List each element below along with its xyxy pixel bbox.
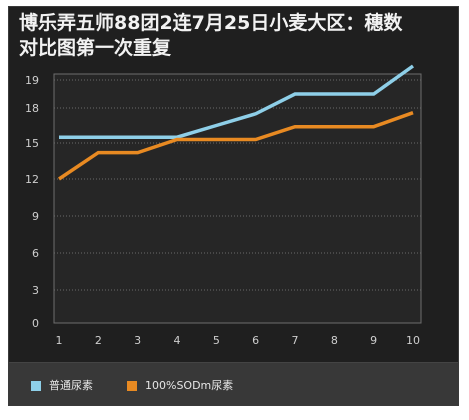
plot-area	[53, 73, 422, 324]
x-tick-label: 8	[331, 334, 338, 347]
series-line-2	[58, 111, 414, 181]
x-tick-label: 7	[292, 334, 299, 347]
y-axis-ticks: 0 3 6 9 12 15 18 19	[25, 74, 39, 330]
y-tick-label: 0	[32, 317, 39, 330]
y-tick-label: 15	[25, 137, 39, 150]
y-tick-label: 6	[32, 247, 39, 260]
x-tick-label: 1	[56, 334, 63, 347]
series-line-1	[59, 64, 415, 139]
y-tick-label: 19	[25, 74, 39, 87]
x-tick-label: 5	[213, 334, 220, 347]
legend-swatch	[31, 381, 41, 391]
x-tick-label: 4	[174, 334, 181, 347]
x-tick-label: 2	[95, 334, 102, 347]
legend-item: 普通尿素	[31, 379, 93, 393]
series-lines	[58, 64, 415, 181]
legend-swatch	[127, 381, 137, 391]
y-tick-label: 3	[32, 284, 39, 297]
y-tick-label: 9	[32, 210, 39, 223]
legend-item: 100%SODm尿素	[127, 379, 233, 393]
grid-lines	[54, 79, 421, 291]
x-tick-label: 3	[134, 334, 141, 347]
y-tick-label: 18	[25, 102, 39, 115]
chart-title: 博乐弄五师88团2连7月25日小麦大区：穗数 对比图第一次重复	[19, 12, 403, 59]
x-tick-label: 10	[406, 334, 420, 347]
x-tick-label: 9	[370, 334, 377, 347]
x-tick-label: 6	[252, 334, 259, 347]
y-tick-label: 12	[25, 173, 39, 186]
legend: 普通尿素 100%SODm尿素	[9, 362, 458, 405]
chart-panel: 博乐弄五师88团2连7月25日小麦大区：穗数 对比图第一次重复 0 3 6 9 12 15…	[8, 6, 459, 406]
x-axis-ticks: 1 2 3 4 5 6 7 8 9 10	[56, 334, 421, 347]
legend-label: 100%SODm尿素	[145, 379, 234, 392]
legend-label: 普通尿素	[49, 379, 93, 392]
